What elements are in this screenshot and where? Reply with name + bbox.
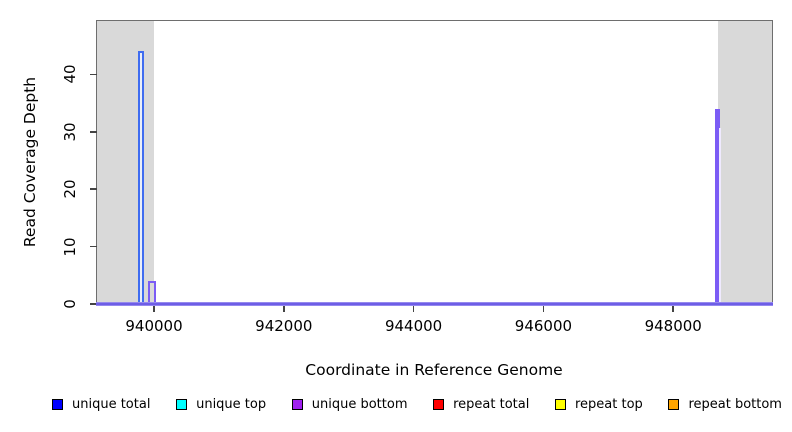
zero-coverage-baseline: [96, 302, 773, 306]
y-axis-tick-label: 30: [61, 122, 79, 142]
legend-item-repeat-top: repeat top: [555, 397, 643, 412]
y-axis-tick-label: 20: [61, 179, 79, 199]
x-axis-title: Coordinate in Reference Genome: [305, 361, 563, 379]
legend-item-unique-top: unique top: [176, 397, 266, 412]
y-axis-title: Read Coverage Depth: [21, 76, 39, 248]
legend-label: unique top: [196, 397, 267, 412]
x-axis-tick: [672, 304, 674, 312]
shaded-region: [97, 21, 154, 304]
legend-item-repeat-bottom: repeat bottom: [668, 397, 782, 412]
x-axis-tick: [153, 304, 155, 312]
legend-swatch-icon: [668, 399, 680, 410]
plot-area: [96, 20, 773, 306]
coverage-bar: [138, 51, 144, 304]
y-axis-tick: [89, 188, 97, 190]
y-axis-tick: [89, 73, 97, 76]
legend-label: repeat top: [575, 397, 643, 412]
x-axis-tick: [412, 304, 415, 312]
legend-label: unique bottom: [311, 397, 408, 412]
legend: unique total unique top unique bottom repea…: [52, 397, 782, 412]
y-axis-tick-label: 0: [61, 299, 79, 309]
legend-swatch-icon: [291, 399, 303, 410]
y-axis-tick-label: 10: [61, 237, 79, 257]
y-axis-tick-label: 40: [61, 64, 79, 84]
legend-item-unique-total: unique total: [52, 397, 150, 412]
y-axis-tick: [89, 303, 97, 305]
legend-label: repeat bottom: [688, 397, 782, 412]
coverage-bar: [148, 281, 156, 304]
legend-swatch-icon: [52, 399, 63, 410]
coverage-bar: [715, 108, 721, 304]
legend-swatch-icon: [433, 399, 445, 410]
x-axis-tick-label: 940000: [125, 317, 183, 335]
x-axis-tick-label: 942000: [255, 317, 313, 335]
legend-swatch-icon: [555, 399, 566, 410]
shaded-region: [717, 21, 772, 304]
legend-label: repeat total: [453, 397, 530, 412]
y-axis-tick: [89, 131, 97, 133]
legend-label: unique total: [72, 397, 151, 412]
x-axis-tick-label: 948000: [644, 317, 702, 335]
x-axis-tick: [283, 304, 285, 312]
coverage-bar-highlight: [718, 128, 721, 302]
legend-item-unique-bottom: unique bottom: [291, 397, 408, 412]
x-axis-tick: [542, 304, 545, 312]
legend-item-repeat-total: repeat total: [433, 397, 529, 412]
x-axis-tick-label: 944000: [384, 317, 443, 335]
x-axis-tick-label: 946000: [514, 317, 573, 335]
y-axis-tick: [89, 245, 97, 248]
legend-swatch-icon: [176, 399, 188, 410]
